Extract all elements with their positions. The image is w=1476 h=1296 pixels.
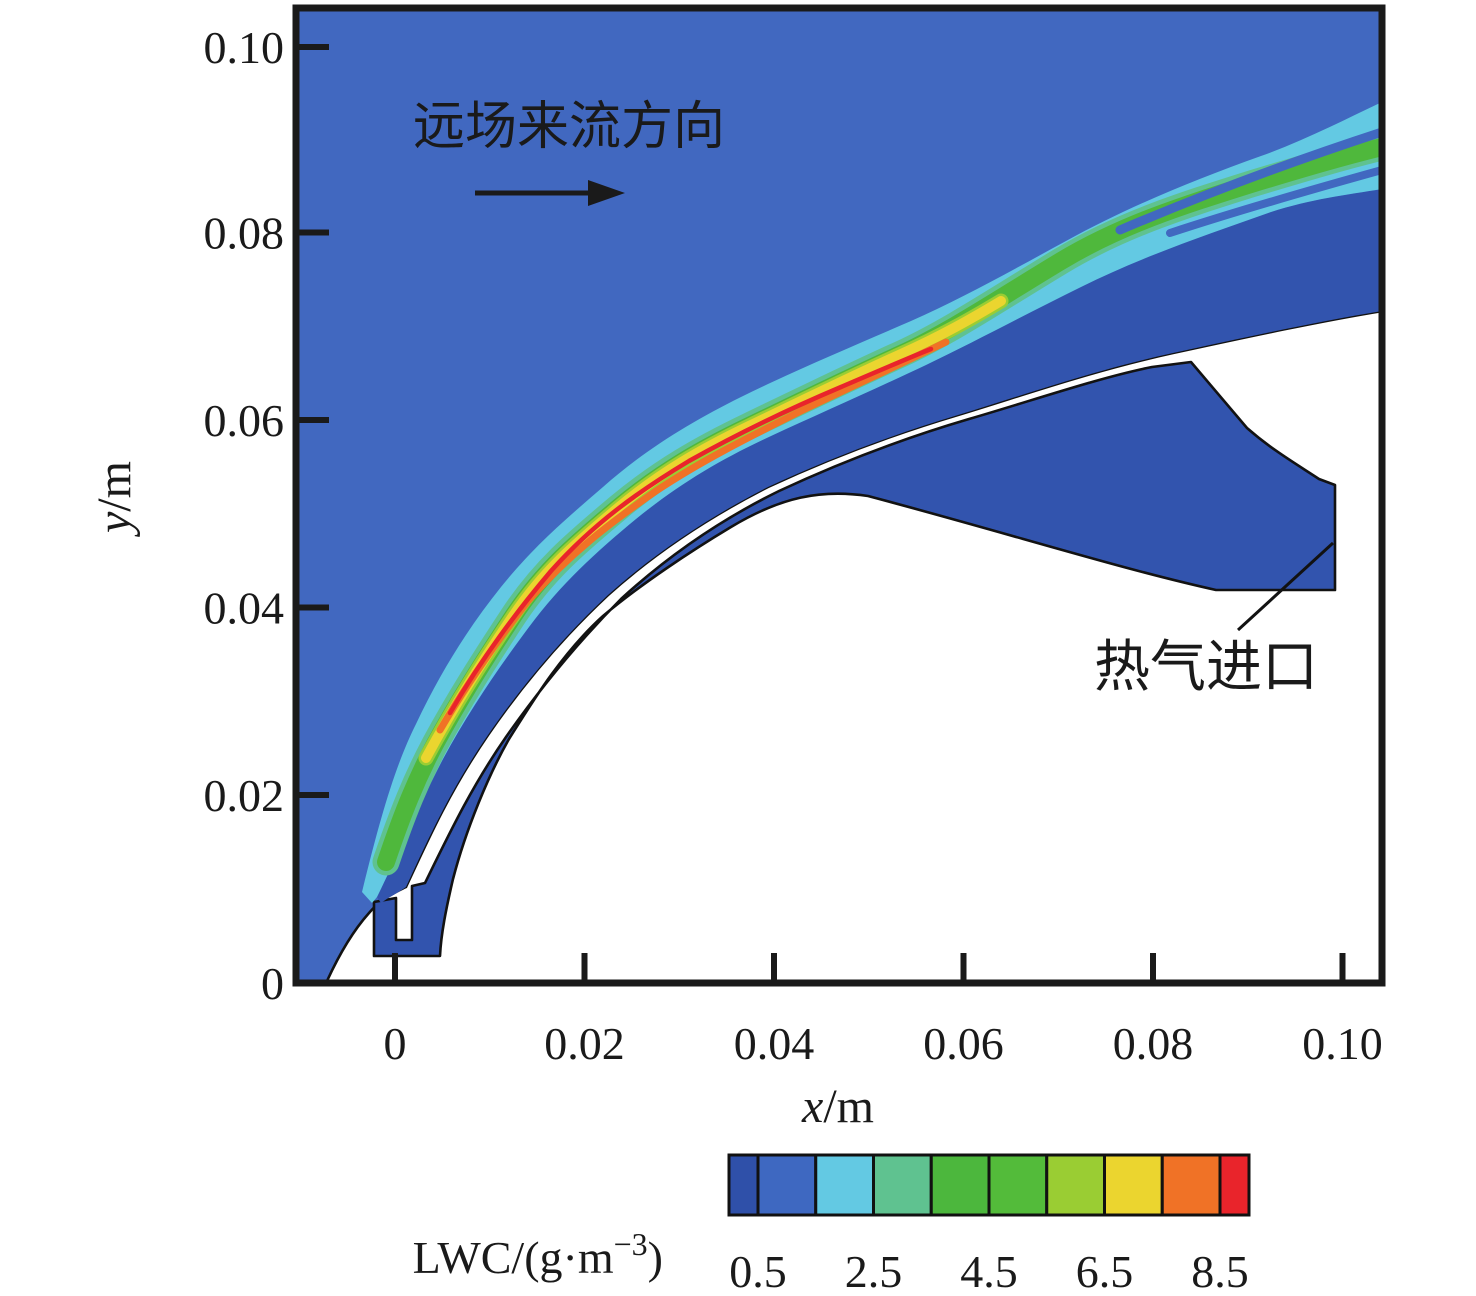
colorbar-tick-label: 6.5 (1076, 1246, 1134, 1296)
colorbar-cell (872, 1153, 933, 1217)
y-tick-label: 0.06 (204, 395, 285, 446)
colorbar-cell (814, 1153, 875, 1217)
colorbar-cell (756, 1153, 818, 1217)
plot-frame (292, 4, 1386, 987)
hot-gas-leader-line (1236, 541, 1335, 632)
colorbar-cell (987, 1153, 1049, 1217)
x-tick-label: 0.10 (1302, 1018, 1383, 1069)
x-axis-title: x/m (801, 1080, 874, 1133)
hot-gas-cavity-region (372, 360, 1337, 958)
colorbar-cell (1103, 1153, 1164, 1217)
y-axis-title: y/m (88, 461, 141, 538)
colorbar-tick-label: 4.5 (960, 1246, 1018, 1296)
flow-direction-arrow (475, 180, 625, 206)
plot-field: 远场来流方向 热气进口 (296, 8, 1382, 983)
colorbar: 0.5 2.5 4.5 6.5 8.5 (727, 1153, 1251, 1296)
colorbar-cell (1045, 1153, 1106, 1217)
axes: 0 0.02 0.04 0.06 0.08 0.10 0.10 0.08 0.06 0.04 0.0… (204, 22, 1383, 1069)
colorbar-cell (727, 1153, 760, 1217)
x-tick-label: 0.08 (1113, 1018, 1194, 1069)
y-tick-label: 0 (261, 958, 284, 1009)
y-tick-label: 0.10 (204, 22, 285, 73)
flow-direction-label: 远场来流方向 (413, 99, 725, 156)
colorbar-title: LWC/(g·m−3) (413, 1226, 663, 1283)
y-tick-label: 0.08 (204, 208, 285, 259)
band-blue-streak-lower (1166, 166, 1382, 237)
x-tick-label: 0 (384, 1018, 407, 1069)
band-blue-streak-upper (1115, 127, 1382, 235)
colorbar-tick-label: 8.5 (1191, 1246, 1249, 1296)
x-tick-label: 0.04 (734, 1018, 815, 1069)
colorbar-cell (1160, 1153, 1222, 1217)
x-tick-label: 0.02 (544, 1018, 625, 1069)
colorbar-tick-label: 0.5 (729, 1246, 787, 1296)
shadow-zone-region (377, 189, 1382, 903)
enrichment-band-red-core (447, 346, 934, 716)
arrowhead-icon (588, 180, 625, 206)
colorbar-tick-label: 2.5 (845, 1246, 903, 1296)
y-tick-label: 0.04 (204, 583, 285, 634)
hot-gas-inlet-label: 热气进口 (1094, 637, 1318, 699)
colorbar-cell (1218, 1153, 1251, 1217)
colorbar-cell (929, 1153, 991, 1217)
x-tick-label: 0.06 (923, 1018, 1004, 1069)
y-tick-label: 0.02 (204, 770, 285, 821)
